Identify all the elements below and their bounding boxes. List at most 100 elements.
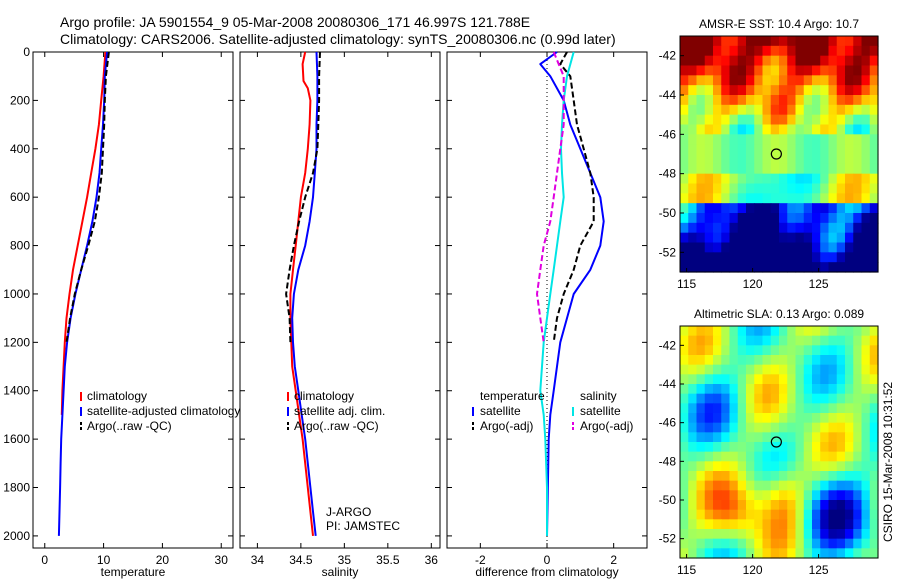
sst-map-heatmap-cell	[704, 65, 714, 76]
sst-map-heatmap-cell	[762, 173, 772, 185]
sla-map-heatmap-cell	[820, 393, 830, 404]
sla-map-heatmap-cell	[746, 500, 755, 511]
sla-map-heatmap-cell	[869, 422, 879, 433]
sla-map-heatmap-cell	[729, 384, 739, 395]
sst-map-heatmap-cell	[737, 85, 747, 96]
sla-map-heatmap-cell	[845, 500, 854, 511]
sla-map-heatmap-cell	[746, 413, 755, 424]
temperature-series-black	[65, 51, 110, 343]
sst-map-heatmap-cell	[845, 85, 854, 96]
sst-map-heatmap-cell	[787, 163, 797, 175]
difference-xtick-label: 0	[544, 553, 551, 567]
sla-map-heatmap-cell	[845, 393, 854, 404]
salinity-legend-label: climatology	[294, 389, 354, 403]
sla-map-heatmap-cell	[680, 548, 689, 559]
sst-map-heatmap-cell	[729, 252, 739, 263]
sla-map-heatmap-cell	[729, 355, 739, 366]
sla-map-heatmap-cell	[713, 500, 722, 511]
sst-map-heatmap-cell	[869, 95, 879, 106]
sst-map-heatmap-cell	[770, 45, 780, 57]
sst-map-heatmap-cell	[746, 36, 755, 47]
sst-map-heatmap-cell	[721, 222, 731, 234]
sla-map-heatmap-cell	[762, 364, 772, 375]
sla-map-heatmap-cell	[713, 326, 722, 337]
sst-map-heatmap-cell	[746, 203, 755, 214]
sla-map-heatmap-cell	[754, 471, 764, 482]
sst-map-heatmap-cell	[779, 163, 788, 175]
sst-map-heatmap-cell	[787, 222, 797, 234]
sst-map-heatmap-cell	[861, 114, 871, 126]
sla-map-heatmap-cell	[680, 529, 689, 540]
sst-map-heatmap-cell	[812, 95, 821, 106]
sla-map-heatmap-cell	[853, 442, 863, 453]
sst-map-heatmap-cell	[853, 85, 863, 96]
sst-map-heatmap-cell	[845, 222, 854, 234]
sst-map-heatmap-cell	[704, 124, 714, 135]
sla-map-heatmap-cell	[680, 345, 689, 356]
sla-map-heatmap-cell	[696, 422, 706, 433]
sla-map-heatmap-cell	[746, 355, 755, 366]
sst-map-heatmap-cell	[861, 75, 871, 86]
sst-map-heatmap-cell	[754, 154, 764, 165]
sst-map-heatmap-cell	[713, 203, 722, 214]
sst-map-heatmap-cell	[688, 95, 698, 106]
sst-map-heatmap-cell	[836, 55, 846, 67]
sla-map-heatmap-cell	[779, 538, 788, 549]
sst-map-heatmap-cell	[845, 242, 854, 253]
sst-map-heatmap-cell	[680, 252, 689, 263]
sla-map-heatmap-cell	[812, 471, 821, 482]
sst-map-heatmap-cell	[680, 36, 689, 47]
sla-map-heatmap-cell	[820, 538, 830, 549]
sst-map-heatmap-cell	[836, 232, 846, 244]
sla-map-heatmap-cell	[820, 548, 830, 559]
sst-map-heatmap-cell	[721, 242, 731, 253]
sla-map-heatmap-cell	[869, 374, 879, 385]
sla-map-heatmap-cell	[836, 538, 846, 549]
sla-map-heatmap-cell	[770, 355, 780, 366]
sst-map-heatmap-cell	[737, 262, 747, 273]
sla-map-heatmap-cell	[845, 442, 854, 453]
sla-map-ytick-label: -50	[659, 493, 677, 507]
sla-map-heatmap-cell	[704, 413, 714, 424]
sla-map-heatmap-cell	[688, 422, 698, 433]
sla-map-heatmap-cell	[861, 384, 871, 395]
sst-map-heatmap-cell	[845, 262, 854, 273]
sst-map-heatmap-cell	[704, 193, 714, 204]
sla-map-heatmap-cell	[713, 374, 722, 385]
sla-map-heatmap-cell	[803, 326, 813, 337]
sla-map-heatmap-cell	[746, 374, 755, 385]
sst-map-heatmap-cell	[787, 45, 797, 57]
sla-map-heatmap-cell	[746, 432, 755, 443]
sla-map-heatmap-cell	[713, 384, 722, 395]
sla-map-heatmap-cell	[869, 471, 879, 482]
sla-map-heatmap-cell	[803, 490, 813, 501]
sla-map-heatmap-cell	[770, 490, 780, 501]
sla-map-heatmap-cell	[754, 374, 764, 385]
sla-map-heatmap-cell	[812, 335, 821, 346]
sst-map-heatmap-cell	[688, 242, 698, 253]
sla-map-heatmap-cell	[729, 374, 739, 385]
sst-map-heatmap-cell	[836, 154, 846, 165]
sla-map-heatmap-cell	[746, 461, 755, 472]
sla-map-heatmap-cell	[721, 345, 731, 356]
sst-map-heatmap-cell	[779, 65, 788, 76]
sla-map-heatmap-cell	[737, 422, 747, 433]
sst-map-heatmap-cell	[795, 75, 805, 86]
sst-map-heatmap-cell	[704, 242, 714, 253]
sst-map-heatmap-cell	[770, 75, 780, 86]
sst-map-heatmap-cell	[729, 163, 739, 175]
sst-map-heatmap-cell	[762, 85, 772, 96]
sst-map-heatmap-cell	[688, 183, 698, 194]
sla-map-heatmap-cell	[680, 355, 689, 366]
sst-map-heatmap-cell	[713, 252, 722, 263]
sst-map-heatmap-cell	[704, 232, 714, 244]
sla-map-heatmap-cell	[704, 548, 714, 559]
sst-map-heatmap-cell	[869, 193, 879, 204]
sst-map-heatmap-cell	[770, 222, 780, 234]
sla-map-heatmap-cell	[812, 413, 821, 424]
sst-map-heatmap-cell	[729, 75, 739, 86]
sla-map-heatmap-cell	[688, 471, 698, 482]
sla-map-heatmap-cell	[754, 451, 764, 462]
sla-map-heatmap-cell	[704, 442, 714, 453]
sla-map-heatmap-cell	[812, 432, 821, 443]
